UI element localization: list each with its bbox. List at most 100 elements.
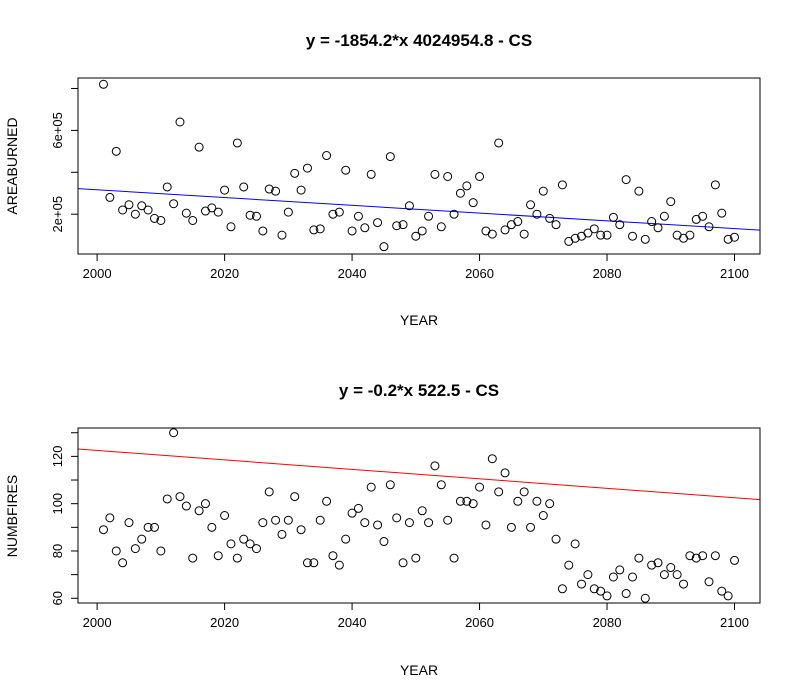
data-point — [258, 226, 268, 236]
data-point — [698, 211, 708, 221]
regression-line — [78, 188, 760, 231]
data-point — [634, 553, 644, 563]
data-point — [239, 534, 249, 544]
data-point — [698, 551, 708, 561]
data-point — [659, 570, 669, 580]
data-point — [494, 138, 504, 148]
data-point — [436, 480, 446, 490]
data-point — [239, 182, 249, 192]
y-axis-title: NUMBFIRES — [4, 475, 20, 557]
data-point — [570, 539, 580, 549]
data-point — [360, 223, 370, 233]
data-point — [360, 518, 370, 528]
data-point — [602, 591, 612, 601]
data-point — [596, 586, 606, 596]
data-point — [717, 208, 727, 218]
data-point — [647, 217, 657, 227]
data-point — [494, 487, 504, 497]
y-tick-label: 2e+05 — [50, 196, 65, 233]
data-point — [653, 223, 663, 233]
y-axis-title: AREABURNED — [4, 117, 20, 214]
data-point — [653, 558, 663, 568]
data-point — [392, 513, 402, 523]
data-point — [398, 220, 408, 230]
chart-title: y = -0.2*x 522.5 - CS — [339, 381, 499, 400]
data-point — [181, 501, 191, 511]
data-point — [207, 203, 217, 213]
data-point — [271, 515, 281, 525]
data-point — [143, 205, 153, 215]
data-point — [589, 224, 599, 234]
data-point — [220, 511, 230, 520]
y-tick-label: 120 — [50, 446, 65, 468]
data-point — [385, 152, 395, 162]
y-tick-label: 60 — [50, 591, 65, 605]
data-point — [162, 494, 172, 504]
data-point — [226, 539, 236, 549]
data-point — [596, 230, 606, 240]
data-point — [730, 555, 740, 565]
data-point — [143, 522, 153, 532]
data-point — [462, 496, 472, 506]
data-point — [130, 544, 140, 554]
data-point — [717, 586, 727, 596]
y-tick-label: 80 — [50, 544, 65, 558]
plot-frame — [77, 427, 761, 604]
data-point — [194, 142, 204, 152]
data-point — [430, 461, 440, 471]
data-point — [315, 515, 325, 525]
data-point — [487, 454, 497, 464]
data-point — [411, 553, 421, 563]
numbfires-panel: y = -0.2*x 522.5 - CS YEAR NUMBFIRES 200… — [4, 381, 761, 678]
data-point — [118, 558, 128, 568]
data-point — [723, 234, 733, 244]
data-point — [519, 229, 529, 239]
data-point — [137, 201, 147, 211]
data-point — [691, 553, 701, 563]
data-point — [570, 233, 580, 243]
data-point — [149, 213, 159, 223]
data-point — [302, 558, 312, 568]
data-point — [513, 496, 523, 506]
data-point — [290, 492, 300, 502]
data-point — [296, 525, 306, 535]
data-point — [98, 79, 108, 89]
data-point — [545, 499, 555, 509]
data-point — [468, 499, 478, 509]
data-point — [373, 218, 383, 228]
data-point — [462, 181, 472, 191]
x-tick-label: 2100 — [720, 266, 749, 281]
data-point — [264, 184, 274, 194]
data-point — [723, 591, 733, 601]
regression-line — [78, 448, 760, 501]
data-point — [704, 577, 714, 587]
data-point — [710, 551, 720, 561]
data-point — [328, 551, 338, 561]
data-point — [608, 212, 618, 222]
data-point — [245, 210, 255, 220]
x-tick-label: 2020 — [210, 266, 239, 281]
data-point — [309, 558, 319, 568]
data-point — [366, 169, 376, 179]
data-point — [156, 546, 166, 556]
data-point — [455, 496, 465, 506]
data-point — [169, 428, 179, 438]
data-point — [175, 117, 185, 127]
data-point — [589, 584, 599, 594]
data-point — [181, 208, 191, 218]
data-point — [526, 522, 536, 532]
data-point — [130, 209, 140, 219]
data-point — [213, 207, 223, 217]
data-point — [385, 480, 395, 490]
data-point — [443, 171, 453, 181]
data-point — [411, 231, 421, 241]
data-point — [245, 539, 255, 549]
data-point — [162, 182, 172, 192]
data-point — [659, 211, 669, 221]
data-point — [417, 226, 427, 236]
data-point — [149, 522, 159, 532]
data-point — [347, 508, 357, 518]
data-point — [341, 534, 351, 544]
data-point — [283, 207, 293, 217]
data-point — [615, 220, 625, 230]
